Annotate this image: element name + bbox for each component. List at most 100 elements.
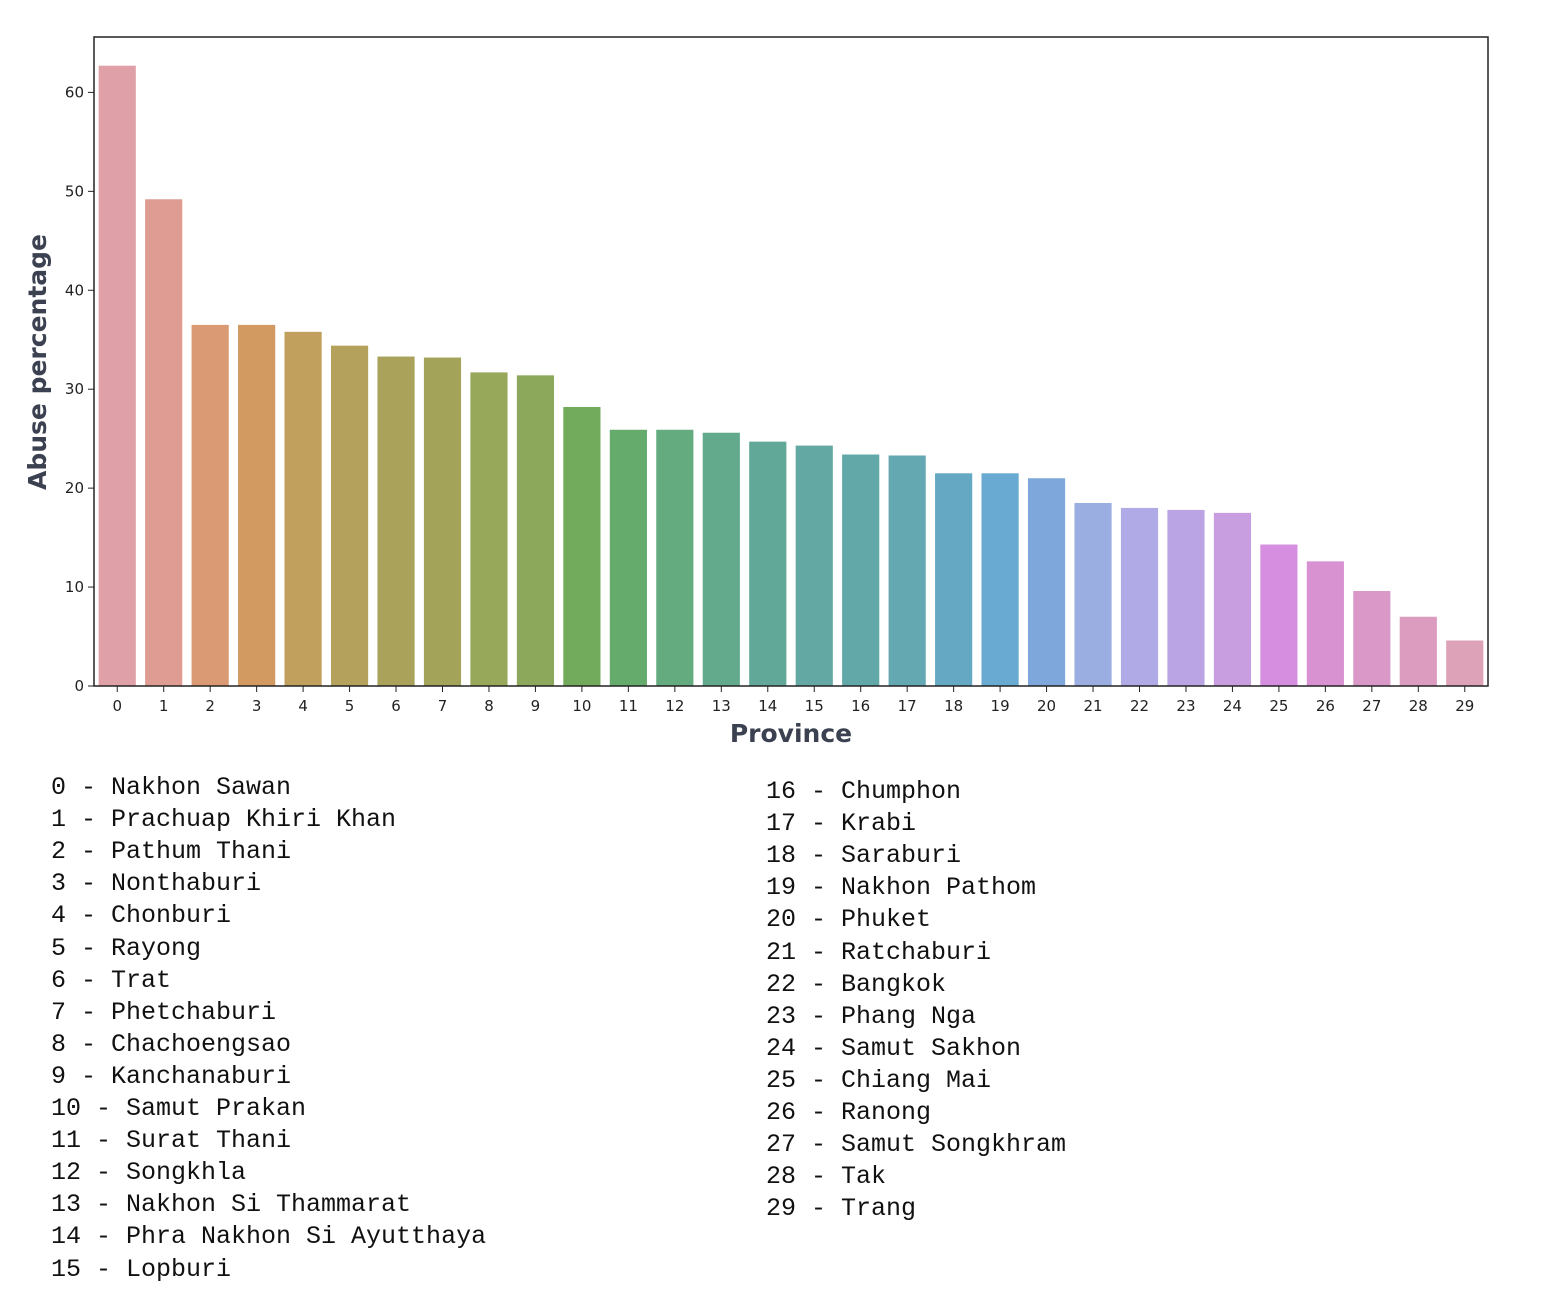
x-tick-label: 0 <box>112 697 122 715</box>
x-tick-label: 24 <box>1223 697 1242 715</box>
bar-24 <box>1213 512 1252 686</box>
x-axis-title: Province <box>730 719 852 748</box>
x-tick-label: 20 <box>1037 697 1056 715</box>
y-tick-label: 30 <box>65 380 84 398</box>
x-tick-label: 12 <box>665 697 684 715</box>
x-tick-label: 4 <box>298 697 308 715</box>
bar-9 <box>516 375 555 686</box>
legend-item: 14 - Phra Nakhon Si Ayutthaya <box>51 1222 487 1252</box>
legend-item: 21 - Ratchaburi <box>766 937 992 967</box>
legend-item: 22 - Bangkok <box>766 969 947 999</box>
bar-3 <box>238 324 276 686</box>
plot-frame <box>93 36 1489 687</box>
bar-27 <box>1353 591 1391 686</box>
legend-item: 3 - Nonthaburi <box>51 869 262 899</box>
bar-23 <box>1167 509 1205 686</box>
legend-item: 5 - Rayong <box>51 933 202 963</box>
bar-26 <box>1306 561 1344 686</box>
bar-12 <box>656 429 694 686</box>
bar-20 <box>1027 478 1066 686</box>
legend-item: 12 - Songkhla <box>51 1158 247 1188</box>
legend-item: 6 - Trat <box>51 965 172 995</box>
x-tick-label: 14 <box>758 697 777 715</box>
bar-13 <box>702 432 740 686</box>
legend-item: 9 - Kanchanaburi <box>51 1061 292 1091</box>
legend-item: 26 - Ranong <box>766 1098 932 1127</box>
legend-item: 15 - Lopburi <box>51 1254 232 1284</box>
y-tick-label: 40 <box>65 281 84 299</box>
bar-25 <box>1260 544 1298 686</box>
legend-item: 29 - Trang <box>766 1194 917 1224</box>
legend-item: 4 - Chonburi <box>51 901 232 931</box>
x-tick-label: 27 <box>1362 697 1381 715</box>
bar-5 <box>330 345 369 686</box>
legend-item: 19 - Nakhon Pathom <box>766 873 1037 903</box>
bar-22 <box>1120 507 1159 686</box>
x-tick-label: 1 <box>159 697 169 715</box>
legend-item: 8 - Chachoengsao <box>51 1029 292 1059</box>
legend-item: 27 - Samut Songkhram <box>766 1130 1067 1160</box>
bar-0 <box>98 65 136 686</box>
bar-10 <box>563 407 601 686</box>
y-tick-label: 20 <box>65 479 84 497</box>
x-tick-label: 15 <box>805 697 824 715</box>
legend-item: 18 - Saraburi <box>766 841 962 871</box>
y-tick-label: 0 <box>74 677 84 695</box>
y-axis-ticks: 0 10 20 30 40 50 60 <box>65 83 94 695</box>
bar-21 <box>1074 502 1112 686</box>
bar-16 <box>842 454 880 686</box>
bar-28 <box>1399 616 1437 686</box>
legend-item: 1 - Prachuap Khiri Khan <box>51 805 397 835</box>
bar-29 <box>1446 640 1484 686</box>
x-tick-label: 17 <box>898 697 917 715</box>
x-tick-label: 11 <box>619 697 638 715</box>
bars-group <box>98 65 1484 686</box>
x-tick-label: 29 <box>1455 697 1474 715</box>
x-tick-label: 23 <box>1176 697 1195 715</box>
legend-item: 7 - Phetchaburi <box>51 997 277 1027</box>
x-tick-label: 10 <box>572 697 591 715</box>
legend-item: 23 - Phang Nga <box>766 1001 977 1031</box>
x-tick-label: 7 <box>438 697 448 715</box>
legend-item: 0 - Nakhon Sawan <box>51 773 292 802</box>
x-tick-label: 3 <box>252 697 262 715</box>
x-tick-label: 2 <box>205 697 215 715</box>
legend-item: 11 - Surat Thani <box>51 1126 292 1156</box>
legend-item: 28 - Tak <box>766 1162 887 1192</box>
bar-15 <box>795 445 833 686</box>
y-axis-title: Abuse percentage <box>23 234 52 490</box>
legend-item: 2 - Pathum Thani <box>51 837 292 867</box>
x-tick-label: 13 <box>712 697 731 715</box>
legend-item: 20 - Phuket <box>766 905 932 935</box>
bar-2 <box>191 324 229 686</box>
bar-11 <box>609 429 647 686</box>
x-tick-label: 22 <box>1130 697 1149 715</box>
legend-item: 13 - Nakhon Si Thammarat <box>51 1190 412 1220</box>
legend-item: 25 - Chiang Mai <box>766 1065 992 1095</box>
x-tick-label: 8 <box>484 697 494 715</box>
bar-17 <box>888 455 926 686</box>
bar-19 <box>981 473 1019 686</box>
bar-8 <box>470 372 508 686</box>
legend-item: 16 - Chumphon <box>766 777 962 806</box>
bar-14 <box>749 441 787 686</box>
x-tick-label: 6 <box>391 697 401 715</box>
x-tick-label: 5 <box>345 697 355 715</box>
x-tick-label: 26 <box>1316 697 1335 715</box>
bar-6 <box>377 356 415 686</box>
x-tick-label: 18 <box>944 697 963 715</box>
x-axis-ticks: 0 1 2 3 4 5 6 7 8 9 10 11 12 13 14 15 16 17 18 19 20 21 22 23 24… <box>112 686 1474 715</box>
x-tick-label: 25 <box>1269 697 1288 715</box>
y-tick-label: 50 <box>65 182 84 200</box>
x-tick-label: 16 <box>851 697 870 715</box>
bar-4 <box>284 331 322 686</box>
legend-item: 24 - Samut Sakhon <box>766 1033 1022 1063</box>
x-tick-label: 9 <box>531 697 541 715</box>
x-tick-label: 28 <box>1409 697 1428 715</box>
y-tick-label: 60 <box>65 83 84 101</box>
legend-item: 17 - Krabi <box>766 809 917 839</box>
bar-1 <box>145 199 183 686</box>
x-tick-label: 19 <box>991 697 1010 715</box>
legend-item: 10 - Samut Prakan <box>51 1094 307 1123</box>
y-tick-label: 10 <box>65 578 84 596</box>
